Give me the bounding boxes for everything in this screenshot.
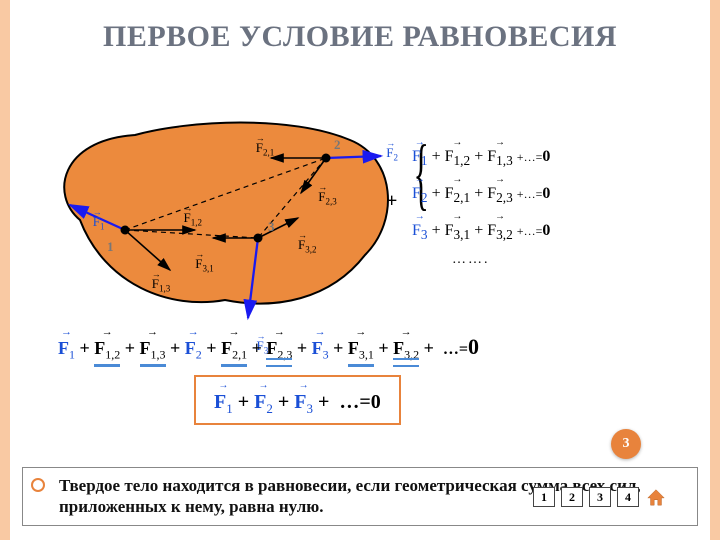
point-label: 1 <box>107 240 114 253</box>
force-label: →F2 <box>386 139 398 163</box>
nav-button-2[interactable]: 2 <box>561 487 583 507</box>
equation-system: + { F1 + F1,2 + F1,3 +…=0F2 + F2,1 + F2,… <box>412 140 692 268</box>
page-title: ПЕРВОЕ УСЛОВИЕ РАВНОВЕСИЯ <box>0 20 720 54</box>
long-equation: F1 + F1,2 + F1,3 + F2 + F2,1 + F2,3 + F3… <box>58 330 698 367</box>
eq-line: F2 + F2,1 + F2,3 +…=0 <box>412 177 692 206</box>
page-number-badge: 3 <box>611 429 641 459</box>
system-plus: + <box>386 190 397 213</box>
force-label: →F2,3 <box>318 183 336 207</box>
force-label: →F3,1 <box>195 250 213 274</box>
definition-box: Твердое тело находится в равновесии, есл… <box>22 467 698 526</box>
decor-bar-right <box>710 0 720 540</box>
force-label: →F1,3 <box>152 270 170 294</box>
decor-bar-left <box>0 0 10 540</box>
eq-line: F3 + F3,1 + F3,2 +…=0 <box>412 214 692 243</box>
bullet-icon <box>31 478 45 492</box>
force-diagram: 123→F1→F2→F3→F1,2→F1,3→F2,1→F2,3→F3,1→F3… <box>40 100 400 320</box>
point-label: 2 <box>334 138 341 151</box>
point-label: 3 <box>268 220 275 233</box>
system-dots: ……. <box>452 252 692 268</box>
boxed-equation: F1 + F2 + F3 + …=0 <box>194 375 401 425</box>
nav-button-4[interactable]: 4 <box>617 487 639 507</box>
force-label: →F1 <box>93 208 105 232</box>
force-label: →F1,2 <box>184 204 202 228</box>
nav-button-3[interactable]: 3 <box>589 487 611 507</box>
eq-line: F1 + F1,2 + F1,3 +…=0 <box>412 140 692 169</box>
nav-buttons: 1234 <box>533 487 667 507</box>
force-label: →F3,2 <box>298 231 316 255</box>
home-icon[interactable] <box>645 487 667 507</box>
nav-button-1[interactable]: 1 <box>533 487 555 507</box>
force-label: →F2,1 <box>256 134 274 158</box>
